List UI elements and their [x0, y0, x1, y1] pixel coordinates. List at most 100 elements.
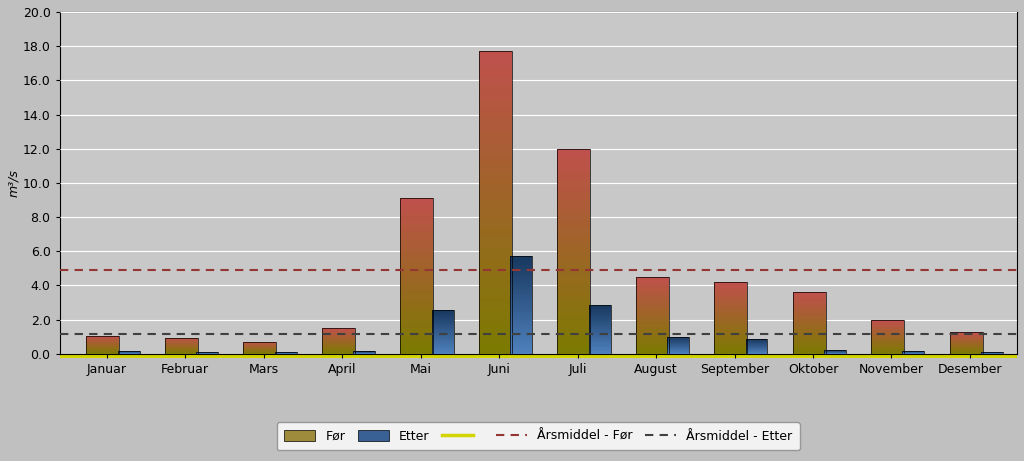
- Bar: [793, 297, 825, 298]
- Bar: [431, 330, 454, 331]
- Bar: [793, 302, 825, 303]
- Bar: [714, 292, 748, 293]
- Bar: [871, 337, 904, 338]
- Bar: [431, 345, 454, 346]
- Bar: [636, 335, 669, 336]
- Bar: [431, 338, 454, 339]
- Bar: [589, 353, 610, 354]
- Bar: [557, 282, 590, 285]
- Bar: [793, 322, 825, 323]
- Bar: [478, 243, 512, 248]
- Bar: [714, 295, 748, 296]
- Bar: [557, 155, 590, 159]
- Bar: [510, 347, 532, 349]
- Bar: [510, 307, 532, 308]
- Bar: [636, 279, 669, 281]
- Bar: [557, 296, 590, 299]
- Bar: [400, 273, 433, 276]
- Bar: [589, 338, 610, 339]
- Bar: [431, 327, 454, 328]
- Bar: [510, 316, 532, 318]
- Bar: [793, 352, 825, 353]
- Bar: [400, 248, 433, 250]
- Bar: [871, 336, 904, 337]
- Bar: [478, 51, 512, 56]
- Bar: [510, 339, 532, 341]
- Bar: [714, 293, 748, 294]
- Bar: [636, 327, 669, 328]
- Bar: [793, 341, 825, 342]
- Bar: [557, 313, 590, 316]
- Bar: [793, 298, 825, 300]
- Bar: [400, 297, 433, 299]
- Bar: [636, 331, 669, 332]
- Bar: [510, 352, 532, 354]
- Bar: [478, 183, 512, 188]
- Bar: [510, 337, 532, 339]
- Bar: [557, 292, 590, 296]
- Bar: [636, 305, 669, 307]
- Bar: [714, 311, 748, 312]
- Bar: [714, 313, 748, 314]
- Bar: [400, 214, 433, 216]
- Bar: [557, 196, 590, 200]
- Bar: [636, 330, 669, 331]
- Bar: [714, 336, 748, 337]
- Bar: [636, 284, 669, 286]
- Bar: [510, 274, 532, 276]
- Y-axis label: m³/s: m³/s: [7, 169, 19, 197]
- Bar: [478, 273, 512, 278]
- Bar: [400, 253, 433, 255]
- Bar: [589, 324, 610, 325]
- Bar: [557, 183, 590, 186]
- Bar: [431, 332, 454, 333]
- Bar: [636, 277, 669, 278]
- Bar: [400, 203, 433, 206]
- Bar: [714, 309, 748, 311]
- Bar: [714, 324, 748, 325]
- Bar: [714, 300, 748, 301]
- Bar: [714, 348, 748, 349]
- Bar: [478, 107, 512, 112]
- Bar: [714, 323, 748, 324]
- Bar: [557, 217, 590, 220]
- Bar: [557, 258, 590, 261]
- Bar: [478, 51, 512, 354]
- Bar: [431, 328, 454, 329]
- Bar: [557, 323, 590, 326]
- Bar: [557, 234, 590, 237]
- Bar: [636, 310, 669, 312]
- Bar: [431, 323, 454, 324]
- Bar: [400, 299, 433, 302]
- Bar: [510, 320, 532, 321]
- Bar: [636, 353, 669, 354]
- Bar: [714, 339, 748, 341]
- Bar: [400, 313, 433, 315]
- Bar: [589, 345, 610, 346]
- Bar: [589, 337, 610, 338]
- Bar: [400, 235, 433, 237]
- Bar: [431, 351, 454, 352]
- Bar: [793, 332, 825, 333]
- Bar: [557, 319, 590, 323]
- Bar: [589, 346, 610, 347]
- Bar: [557, 172, 590, 176]
- Bar: [636, 319, 669, 320]
- Bar: [636, 294, 669, 295]
- Bar: [871, 325, 904, 326]
- Bar: [793, 353, 825, 354]
- Bar: [431, 343, 454, 344]
- Bar: [636, 349, 669, 350]
- Bar: [793, 303, 825, 305]
- Bar: [478, 188, 512, 192]
- Bar: [400, 263, 433, 266]
- Bar: [714, 331, 748, 332]
- Bar: [636, 302, 669, 304]
- Bar: [510, 343, 532, 344]
- Bar: [871, 331, 904, 332]
- Bar: [400, 276, 433, 278]
- Bar: [589, 339, 610, 340]
- Bar: [871, 329, 904, 330]
- Bar: [510, 349, 532, 350]
- Bar: [400, 271, 433, 273]
